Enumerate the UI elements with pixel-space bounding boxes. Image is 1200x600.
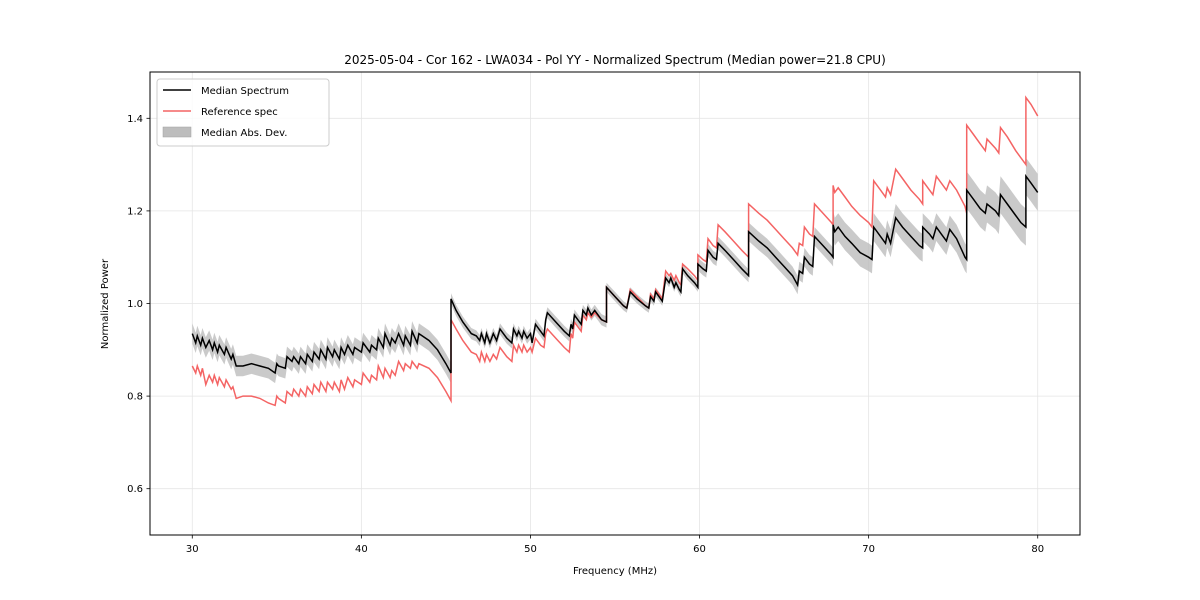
y-tick-label: 1.4 [127,114,143,125]
x-tick-label: 50 [524,544,537,555]
y-axis-label: Normalized Power [100,258,111,349]
reference-spectrum-line [191,95,1039,407]
legend-label-median: Median Spectrum [201,86,289,97]
y-tick-label: 0.8 [127,392,143,403]
y-tick-label: 0.6 [127,484,143,495]
x-tick-label: 60 [693,544,706,555]
legend-box [156,78,330,147]
x-tick-label: 40 [355,544,368,555]
legend: Median Spectrum Reference spec Median Ab… [156,78,330,147]
mad-band-area [192,157,1038,384]
x-tick-label: 30 [186,544,199,555]
legend-swatch-mad [162,126,192,138]
x-tick-label: 70 [862,544,875,555]
chart-title: 2025-05-04 - Cor 162 - LWA034 - Pol YY -… [344,53,886,67]
x-axis: 30 40 50 60 70 80 [186,535,1044,555]
legend-label-reference: Reference spec [201,107,278,118]
x-tick-label: 80 [1031,544,1044,555]
x-axis-label: Frequency (MHz) [573,566,657,577]
y-tick-label: 1.2 [127,206,143,217]
y-axis: 0.6 0.8 1.0 1.2 1.4 [127,114,150,495]
legend-label-mad: Median Abs. Dev. [201,128,287,139]
plot-area [191,95,1039,407]
y-tick-label: 1.0 [127,299,143,310]
median-spectrum-line [191,173,1039,375]
